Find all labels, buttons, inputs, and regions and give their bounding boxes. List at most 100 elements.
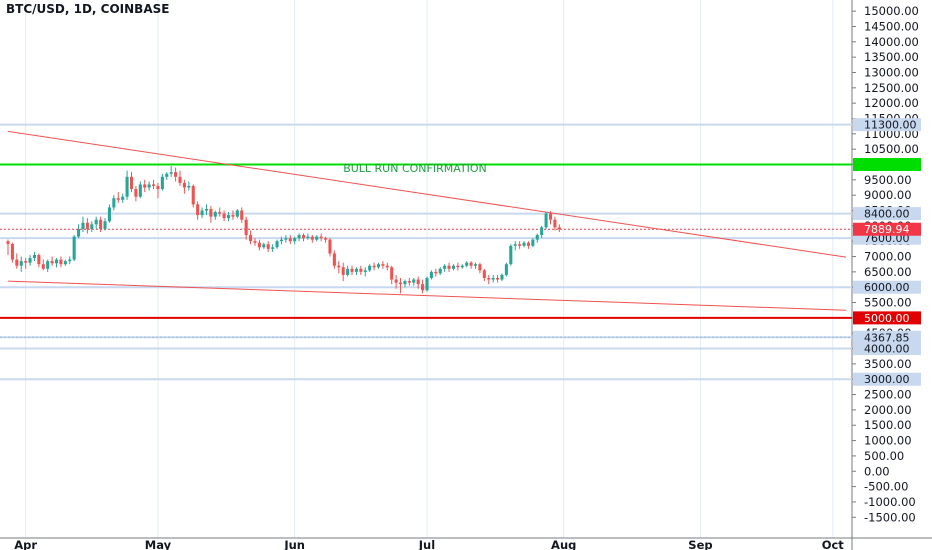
candle-down	[381, 264, 385, 266]
candle-down	[134, 189, 138, 197]
candle-up	[504, 264, 508, 275]
price-tick-label: 9500.00	[864, 173, 912, 187]
candle-down	[15, 259, 19, 266]
candle-up	[63, 261, 67, 265]
candle-up	[368, 265, 372, 271]
level-badge-label: 3000.00	[864, 373, 910, 386]
candle-down	[487, 278, 491, 280]
candle-up	[169, 172, 173, 174]
candle-down	[196, 204, 200, 216]
time-tick-label: Jul	[418, 538, 435, 550]
time-tick-label: Oct	[822, 538, 845, 550]
candle-down	[482, 270, 486, 279]
candle-up	[125, 176, 129, 197]
price-tick-label: 7000.00	[864, 250, 912, 264]
candle-up	[200, 210, 204, 216]
candle-up	[46, 261, 50, 269]
price-tick-label: 15000.00	[864, 4, 919, 18]
last-price-badge	[853, 222, 921, 236]
time-axis[interactable]: Apr May Jun Jul Aug Sep Oct	[14, 538, 844, 550]
price-tick-label: 9000.00	[864, 188, 912, 202]
candle-down	[407, 281, 411, 283]
candle-down	[182, 182, 186, 188]
trendline	[7, 130, 847, 258]
price-tick-label: 1500.00	[864, 418, 912, 432]
price-tick-label: 0.00	[864, 464, 890, 478]
candle-down	[416, 279, 420, 285]
candle-down	[447, 265, 451, 269]
candle-up	[262, 244, 266, 248]
candle-up	[107, 207, 111, 222]
candle-down	[301, 235, 306, 239]
candle-up	[204, 208, 209, 211]
price-tick-label: 1000.00	[864, 434, 912, 448]
candle-down	[434, 271, 438, 274]
candle-up	[522, 242, 526, 246]
price-tick-label: -1000.00	[864, 495, 916, 509]
candle-down	[37, 254, 41, 265]
candle-up	[147, 184, 151, 188]
candle-down	[350, 268, 354, 272]
price-tick-label: 6500.00	[864, 265, 912, 279]
candle-down	[143, 184, 147, 188]
candle-down	[41, 264, 45, 269]
candle-up	[284, 238, 288, 240]
candle-up	[293, 238, 297, 242]
candle-down	[85, 222, 89, 229]
level-badge	[853, 342, 921, 356]
candlesticks	[6, 166, 561, 294]
candle-down	[337, 265, 341, 268]
candle-down	[152, 184, 156, 186]
candle-down	[249, 235, 253, 242]
candle-down	[288, 238, 292, 242]
candle-up	[460, 265, 464, 268]
level-badge	[853, 118, 921, 132]
candle-down	[99, 219, 103, 229]
candle-down	[385, 265, 389, 268]
candle-down	[24, 261, 28, 263]
candle-up	[425, 278, 429, 291]
price-tick-label: 500.00	[864, 449, 904, 463]
price-tick-label: 5500.00	[864, 296, 912, 310]
trendlines	[7, 130, 847, 311]
candle-down	[319, 236, 323, 239]
candle-down	[324, 238, 328, 240]
candle-down	[178, 176, 182, 183]
candle-down	[469, 262, 473, 266]
candle-down	[6, 241, 10, 244]
candle-down	[10, 243, 14, 260]
candle-down	[174, 172, 178, 177]
candle-up	[509, 245, 513, 265]
candle-down	[231, 215, 235, 217]
price-tick-label: 13000.00	[864, 65, 919, 79]
candle-up	[535, 235, 539, 240]
price-tick-label: 13500.00	[864, 50, 919, 64]
candle-up	[346, 268, 350, 275]
candle-down	[310, 236, 314, 240]
candle-up	[306, 236, 310, 239]
price-tick-label: 14500.00	[864, 19, 919, 33]
candle-down	[332, 253, 336, 266]
candle-up	[363, 270, 367, 272]
price-tick-label: -1500.00	[864, 510, 916, 524]
candle-up	[165, 173, 169, 177]
level-badge	[853, 330, 921, 344]
price-tick-label: 2000.00	[864, 403, 912, 417]
price-tick-label: 2500.00	[864, 388, 912, 402]
level-badge-label: 4000.00	[864, 343, 910, 356]
time-tick-label: Apr	[14, 538, 37, 550]
candle-up	[54, 259, 59, 264]
candle-up	[72, 236, 76, 260]
level-badge-label: 6000.00	[864, 281, 910, 294]
candle-up	[81, 222, 85, 229]
level-badge	[853, 311, 921, 325]
level-badge-label: 10000.00	[864, 159, 917, 172]
price-tick-label: -500.00	[864, 480, 908, 494]
candle-down	[257, 242, 261, 248]
level-badge-label: 8400.00	[864, 208, 910, 221]
candle-down	[218, 212, 222, 214]
time-tick-label: May	[145, 538, 172, 550]
level-badge-label: 11300.00	[864, 119, 917, 132]
